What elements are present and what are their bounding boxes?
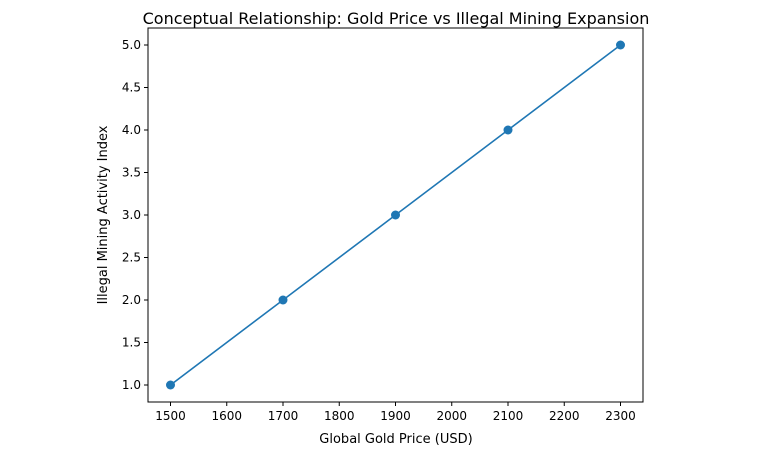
data-point (278, 295, 288, 305)
y-tick-label: 1.5 (122, 336, 141, 350)
data-point (166, 380, 175, 390)
y-tick-label: 1.0 (122, 378, 141, 392)
y-tick-label: 3.0 (122, 208, 141, 222)
data-point (503, 125, 513, 135)
data-point (391, 210, 400, 220)
x-axis-label: Global Gold Price (USD) (319, 432, 472, 447)
y-tick-label: 5.0 (122, 38, 141, 52)
x-tick-label: 2000 (436, 409, 467, 423)
x-tick-label: 1500 (155, 409, 186, 423)
chart-title: Conceptual Relationship: Gold Price vs I… (143, 9, 650, 28)
x-tick-label: 1900 (380, 409, 411, 423)
x-tick-label: 1800 (324, 409, 355, 423)
x-tick-label: 2300 (605, 409, 636, 423)
data-point (616, 40, 625, 50)
y-tick-label: 2.0 (122, 293, 141, 307)
y-tick-label: 4.0 (122, 123, 141, 137)
x-tick-label: 2100 (493, 409, 524, 423)
x-tick-label: 1600 (211, 409, 242, 423)
y-tick-label: 4.5 (122, 81, 141, 95)
x-tick-label: 2200 (549, 409, 580, 423)
y-axis-label: Illegal Mining Activity Index (96, 125, 111, 304)
y-tick-label: 2.5 (122, 251, 141, 265)
x-tick-label: 1700 (268, 409, 299, 423)
y-tick-label: 3.5 (122, 166, 141, 180)
